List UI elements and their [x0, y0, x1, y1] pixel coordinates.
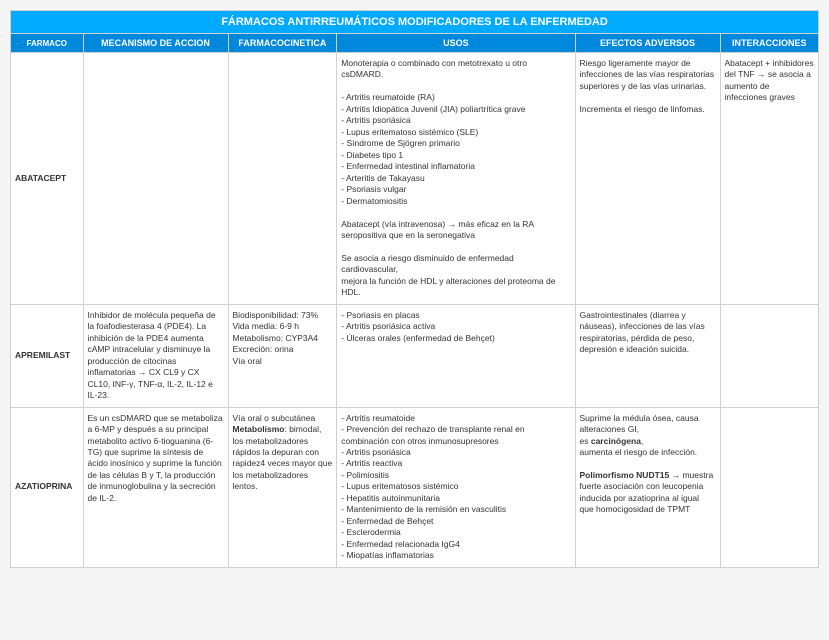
col-header-efectos: EFECTOS ADVERSOS: [575, 34, 720, 53]
cell-interacciones: [720, 304, 818, 407]
drug-table: FÁRMACOS ANTIRREUMÁTICOS MODIFICADORES D…: [10, 10, 819, 568]
col-header-mecanismo: MECANISMO DE ACCION: [83, 34, 228, 53]
cell-efectos: Riesgo ligeramente mayor de infecciones …: [575, 53, 720, 305]
cell-efectos: Gastrointestinales (diarrea y náuseas), …: [575, 304, 720, 407]
text: Vía oral o subcutánea: [233, 413, 316, 423]
cell-interacciones: [720, 407, 818, 567]
cell-usos: Monoterapia o combinado con metotrexato …: [337, 53, 575, 305]
bold-text: Metabolismo: [233, 424, 285, 434]
col-header-farmaco: FARMACO: [11, 34, 84, 53]
table-title: FÁRMACOS ANTIRREUMÁTICOS MODIFICADORES D…: [11, 11, 819, 34]
cell-farmaco: AZATIOPRINA: [11, 407, 84, 567]
cell-farmacocinetica: Biodisponibilidad: 73% Vida media: 6-9 h…: [228, 304, 337, 407]
text: : bimodal, los metabolizadores rápidos l…: [233, 424, 333, 491]
col-header-interacciones: INTERACCIONES: [720, 34, 818, 53]
col-header-farmacocinetica: FARMACOCINETICA: [228, 34, 337, 53]
table-row: ABATACEPT Monoterapia o combinado con me…: [11, 53, 819, 305]
col-header-usos: USOS: [337, 34, 575, 53]
bold-text: Polimorfismo NUDT15: [580, 470, 670, 480]
cell-farmaco: ABATACEPT: [11, 53, 84, 305]
cell-farmacocinetica: [228, 53, 337, 305]
table-title-row: FÁRMACOS ANTIRREUMÁTICOS MODIFICADORES D…: [11, 11, 819, 34]
cell-mecanismo: [83, 53, 228, 305]
table-header-row: FARMACO MECANISMO DE ACCION FARMACOCINET…: [11, 34, 819, 53]
cell-usos: - Psoriasis en placas - Artritis psoriás…: [337, 304, 575, 407]
document-page: FÁRMACOS ANTIRREUMÁTICOS MODIFICADORES D…: [10, 10, 819, 568]
cell-interacciones: Abatacept + inhibidores del TNF → se aso…: [720, 53, 818, 305]
cell-mecanismo: Es un csDMARD que se metaboliza a 6-MP y…: [83, 407, 228, 567]
table-row: APREMILAST Inhibidor de molécula pequeña…: [11, 304, 819, 407]
cell-usos: - Artritis reumatoide - Prevención del r…: [337, 407, 575, 567]
table-row: AZATIOPRINA Es un csDMARD que se metabol…: [11, 407, 819, 567]
cell-mecanismo: Inhibidor de molécula pequeña de la foaf…: [83, 304, 228, 407]
cell-farmaco: APREMILAST: [11, 304, 84, 407]
cell-efectos: Suprime la médula ósea, causa alteracion…: [575, 407, 720, 567]
cell-farmacocinetica: Vía oral o subcutánea Metabolismo: bimod…: [228, 407, 337, 567]
bold-text: carcinógena: [591, 436, 641, 446]
